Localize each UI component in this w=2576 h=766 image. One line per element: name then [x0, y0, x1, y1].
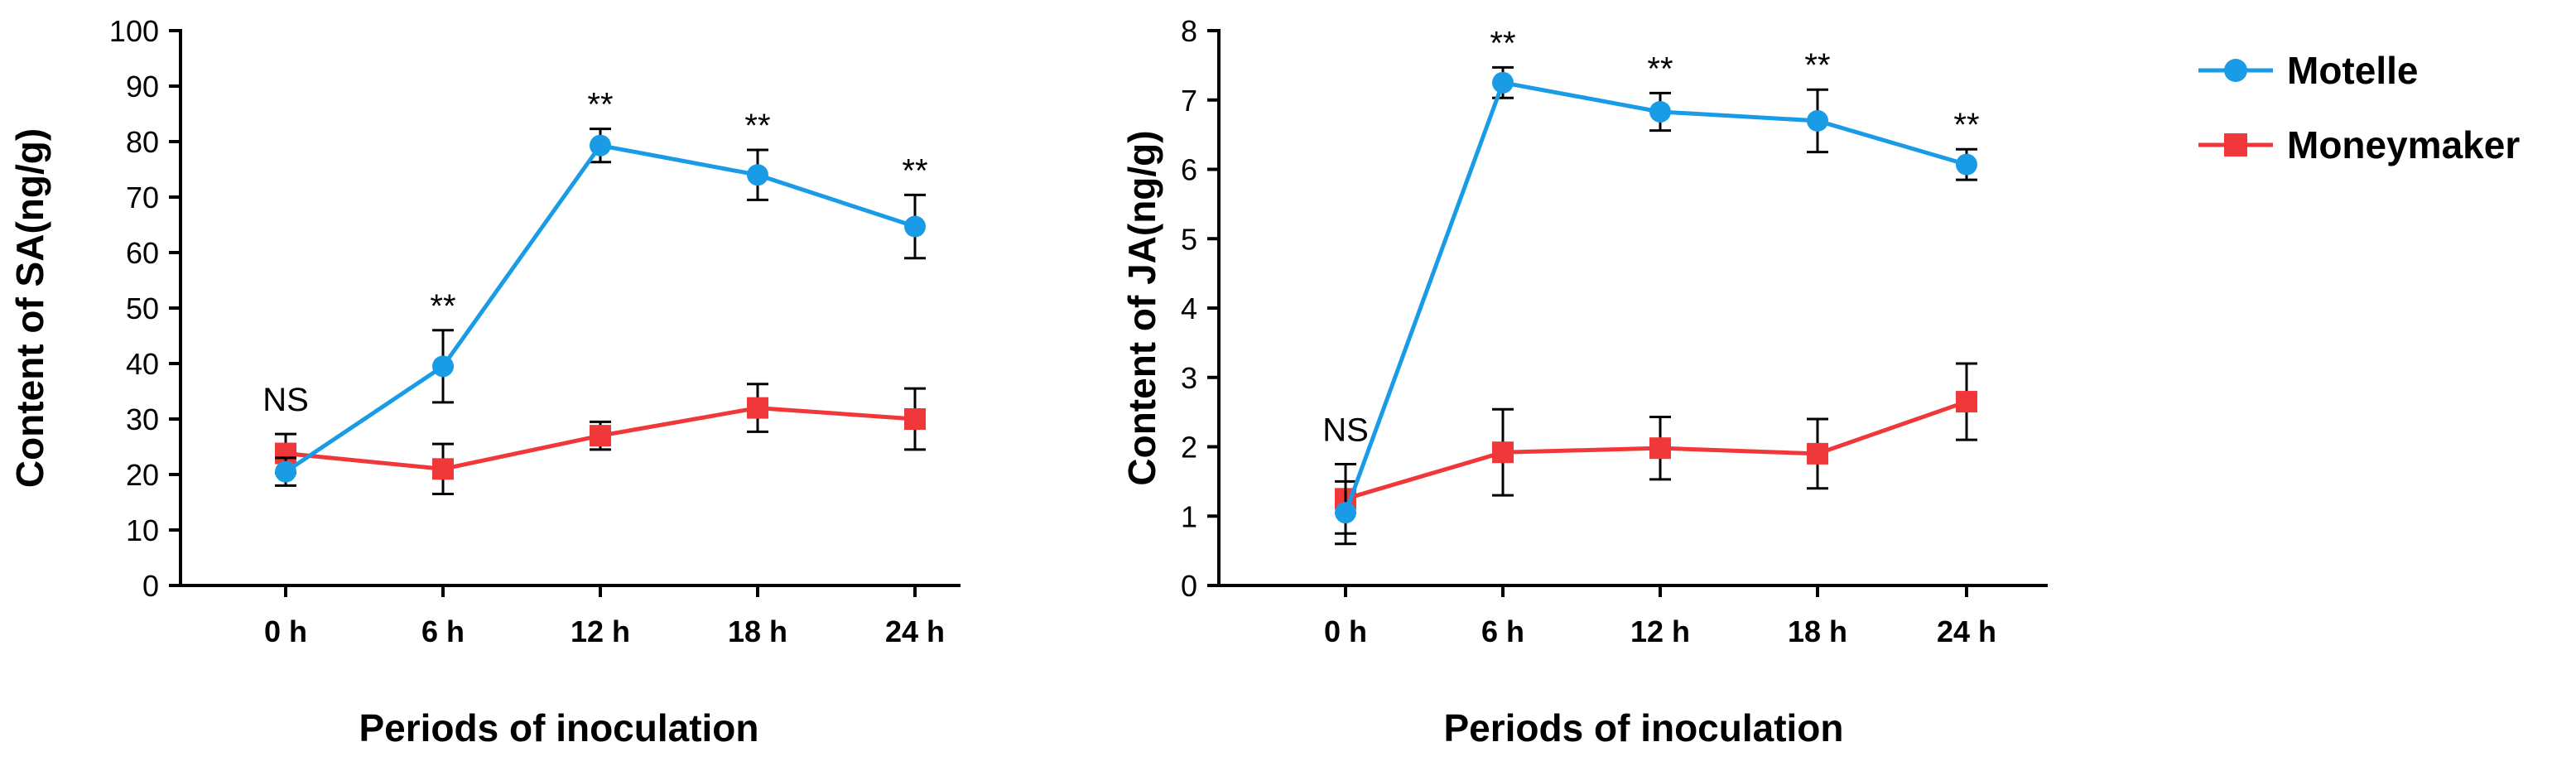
ja-motelle-point — [1649, 100, 1671, 123]
ja-y-tick-label: 8 — [1181, 14, 1197, 48]
legend-moneymaker-label: Moneymaker — [2287, 123, 2520, 166]
ja-x-tick-label: 6 h — [1481, 614, 1524, 648]
sa-motelle-point — [432, 355, 454, 378]
sa-x-tick-label: 12 h — [571, 614, 630, 648]
ja-x-tick-label: 12 h — [1630, 614, 1690, 648]
ja-y-tick-label: 2 — [1181, 431, 1197, 465]
sa-motelle-point — [904, 215, 926, 238]
ja-y-tick-label: 3 — [1181, 361, 1197, 395]
ja-moneymaker-point — [1956, 391, 1977, 413]
sa-significance-label: NS — [262, 382, 309, 418]
sa-motelle-point — [275, 460, 296, 483]
ja-y-tick-label: 7 — [1181, 84, 1197, 118]
sa-y-tick-label: 80 — [126, 125, 159, 159]
ja-motelle-point — [1492, 71, 1514, 94]
ja-significance-label: ** — [1953, 107, 1979, 143]
sa-moneymaker-point — [747, 397, 768, 419]
sa-y-tick-label: 60 — [126, 236, 159, 270]
ja-significance-label: ** — [1647, 51, 1673, 87]
ja-significance-label: NS — [1322, 412, 1369, 448]
sa-y-tick-label: 70 — [126, 181, 159, 214]
ja-motelle-point — [1335, 502, 1356, 524]
sa-x-tick-label: 0 h — [264, 614, 307, 648]
sa-y-tick-label: 0 — [142, 569, 159, 603]
sa-motelle-point — [590, 134, 611, 157]
sa-motelle-point — [747, 164, 768, 186]
ja-x-tick-label: 18 h — [1788, 614, 1847, 648]
sa-chart: 0 10 20 30 40 50 60 70 80 90 100 0 h 6 h 12 h 18 h 24 h… — [8, 14, 961, 749]
sa-y-tick-label: 10 — [126, 513, 159, 547]
legend: Motelle Moneymaker — [2198, 49, 2520, 166]
ja-moneymaker-point — [1492, 441, 1514, 464]
sa-y-tick-label: 20 — [126, 458, 159, 492]
ja-motelle-point — [1956, 153, 1977, 176]
ja-y-tick-label: 4 — [1181, 291, 1197, 325]
ja-chart: 0 1 2 3 4 5 6 7 8 0 h 6 h 12 h 18 h 24 h Periods of in… — [1120, 14, 2048, 749]
sa-moneymaker-point — [590, 425, 611, 447]
ja-motelle-point — [1807, 109, 1828, 132]
sa-moneymaker-point — [904, 408, 926, 430]
ja-x-tick-label: 24 h — [1937, 614, 1996, 648]
sa-significance-label: ** — [430, 288, 455, 325]
sa-x-axis-title: Periods of inoculation — [359, 706, 758, 749]
sa-x-tick-label: 24 h — [885, 614, 945, 648]
ja-significance-label: ** — [1804, 47, 1830, 84]
sa-x-tick-label: 18 h — [728, 614, 787, 648]
ja-y-tick-label: 5 — [1181, 222, 1197, 256]
ja-y-tick-label: 0 — [1181, 569, 1197, 603]
ja-y-tick-label: 1 — [1181, 499, 1197, 533]
ja-x-axis-title: Periods of inoculation — [1443, 706, 1843, 749]
ja-moneymaker-point — [1807, 442, 1828, 465]
sa-moneymaker-point — [432, 458, 454, 480]
legend-motelle-marker — [2224, 59, 2247, 82]
sa-y-tick-label: 50 — [126, 291, 159, 325]
sa-y-axis-title: Content of SA(ng/g) — [8, 128, 51, 488]
sa-significance-label: ** — [902, 152, 927, 189]
ja-y-tick-label: 6 — [1181, 153, 1197, 187]
ja-significance-label: ** — [1490, 25, 1515, 61]
sa-x-tick-label: 6 h — [421, 614, 465, 648]
legend-moneymaker-marker — [2224, 133, 2247, 157]
legend-motelle-label: Motelle — [2287, 49, 2418, 92]
ja-moneymaker-point — [1649, 437, 1671, 460]
sa-y-tick-label: 90 — [126, 70, 159, 104]
sa-significance-label: ** — [587, 87, 613, 123]
sa-significance-label: ** — [744, 108, 770, 144]
sa-y-tick-label: 40 — [126, 347, 159, 381]
ja-y-axis-title: Content of JA(ng/g) — [1120, 130, 1163, 485]
sa-y-tick-label: 30 — [126, 402, 159, 436]
ja-x-tick-label: 0 h — [1324, 614, 1367, 648]
sa-y-tick-label: 100 — [109, 14, 159, 48]
